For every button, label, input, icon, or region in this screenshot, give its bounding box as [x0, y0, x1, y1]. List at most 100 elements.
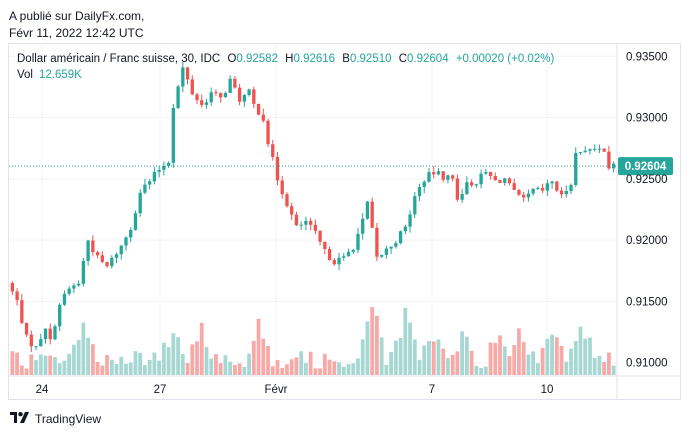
candle-body [223, 92, 228, 98]
candle-body [91, 240, 95, 253]
volume-label: Vol [17, 69, 33, 81]
volume-bar [195, 341, 199, 375]
volume-bar [86, 337, 91, 375]
volume-bar [19, 365, 24, 375]
candle-body [389, 246, 393, 249]
candle-body [171, 107, 175, 163]
volume-bar [270, 366, 275, 375]
volume-bar [109, 359, 114, 375]
candle-body [432, 172, 436, 175]
candle-body [72, 285, 76, 289]
volume-bar [237, 363, 242, 375]
volume-bar [190, 344, 195, 375]
candle-body [95, 252, 100, 256]
volume-bar [611, 365, 616, 375]
candle-body [176, 86, 180, 108]
candle-body [62, 293, 67, 305]
volume-bar [10, 351, 15, 375]
volume-bar [67, 353, 72, 375]
volume-bar [398, 338, 403, 375]
candle-body [233, 78, 237, 88]
volume-bar [34, 360, 38, 375]
candle-body [375, 227, 379, 257]
candle-body [455, 178, 460, 200]
volume-bar [337, 362, 341, 375]
volume-bar [460, 331, 465, 375]
tradingview-logo-icon [10, 412, 29, 426]
candle-body [384, 248, 389, 255]
volume-bar [24, 368, 29, 375]
brand[interactable]: TradingView [10, 412, 101, 426]
candle-body [422, 181, 426, 188]
volume-bar [223, 355, 228, 375]
candle-body [86, 240, 90, 261]
volume-bar [545, 338, 550, 375]
volume-bar [199, 322, 204, 375]
volume-bar [57, 363, 62, 375]
candle-body [597, 148, 602, 150]
price-line: 0.92604 [9, 157, 673, 176]
volume-bar [535, 363, 540, 375]
candle-body [417, 187, 422, 197]
volume-bar [493, 342, 498, 375]
volume-bar [285, 364, 289, 375]
volume-bar [436, 339, 441, 375]
y-axis: 0.93500 0.93000 0.92500 0.92000 0.91500 0.910… [616, 44, 668, 399]
candle-body [332, 260, 336, 265]
candle-body [465, 182, 469, 194]
volume-bar [351, 363, 356, 375]
volume-bars [10, 307, 616, 375]
volume-bar [147, 359, 152, 375]
candle-body [503, 178, 507, 183]
legend-high-label: H [285, 53, 294, 65]
volume-bar [128, 362, 133, 375]
candle-body [564, 191, 568, 195]
y-tick-label: 0.93500 [626, 51, 668, 63]
candle-body [427, 172, 431, 182]
candle-body [526, 193, 531, 198]
volume-bar [507, 356, 512, 375]
candle-body [545, 183, 550, 191]
legend-symbol: Dollar américain / Franc suisse, 30, IDC [17, 53, 221, 65]
volume-bar [483, 366, 488, 375]
volume-bar [294, 357, 299, 375]
candle-body [195, 94, 199, 101]
candle-body [356, 233, 360, 250]
volume-bar [72, 344, 76, 375]
candle-body [204, 102, 209, 105]
candle-body [398, 231, 403, 244]
candle-body [100, 255, 104, 262]
candle-body [299, 224, 303, 226]
candle-body [214, 92, 218, 94]
volume-bar [469, 350, 474, 375]
candle-body [53, 326, 57, 340]
candle-body [114, 254, 119, 258]
candle-body [190, 79, 194, 95]
candle-body [313, 224, 318, 231]
x-tick-label: 7 [429, 384, 435, 396]
candle-body [294, 214, 299, 226]
candle-body [337, 257, 341, 265]
chart-frame [8, 43, 681, 400]
volume-bar [124, 363, 128, 375]
candle-body [308, 220, 313, 225]
volume-bar [218, 363, 223, 375]
volume-bar [540, 347, 545, 375]
volume-value: 12.659K [39, 69, 82, 81]
y-tick-label: 0.91000 [626, 358, 668, 370]
candle-body [285, 194, 289, 207]
volume-bar [455, 351, 460, 375]
candle-body [24, 322, 29, 335]
candle-body [588, 149, 592, 151]
candle-body [484, 171, 488, 174]
candle-body [304, 220, 308, 225]
candle-body [460, 193, 464, 200]
x-tick-label: Févr [265, 384, 288, 396]
candle-body [200, 100, 204, 105]
candle-body [531, 188, 535, 194]
volume-bar [583, 338, 588, 375]
candle-body [498, 180, 502, 183]
candle-body [152, 171, 157, 182]
candle-body [583, 150, 587, 153]
